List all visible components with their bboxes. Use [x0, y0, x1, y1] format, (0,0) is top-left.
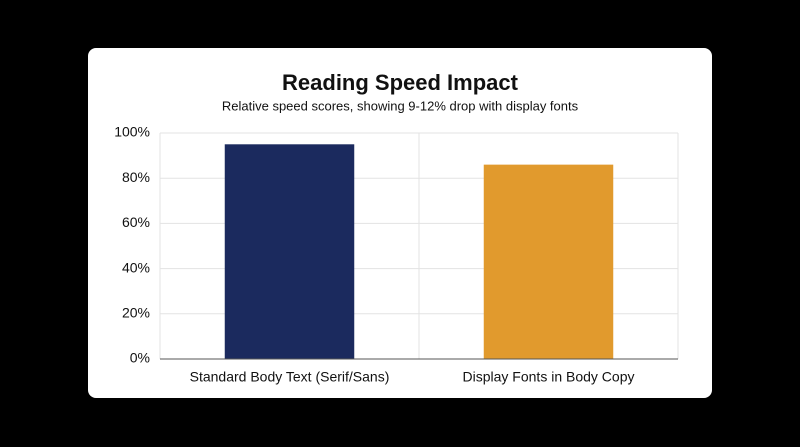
bar [483, 164, 614, 359]
y-tick-label: 80% [122, 169, 150, 185]
x-tick-label: Standard Body Text (Serif/Sans) [190, 369, 390, 385]
x-tick-label: Display Fonts in Body Copy [463, 369, 635, 385]
y-tick-label: 100% [114, 124, 150, 140]
y-tick-label: 60% [122, 214, 150, 230]
y-tick-label: 0% [130, 350, 150, 366]
bar [224, 144, 355, 359]
y-tick-label: 40% [122, 259, 150, 275]
y-tick-label: 20% [122, 305, 150, 321]
chart-subtitle: Relative speed scores, showing 9-12% dro… [222, 98, 579, 113]
chart-title: Reading Speed Impact [282, 70, 519, 95]
